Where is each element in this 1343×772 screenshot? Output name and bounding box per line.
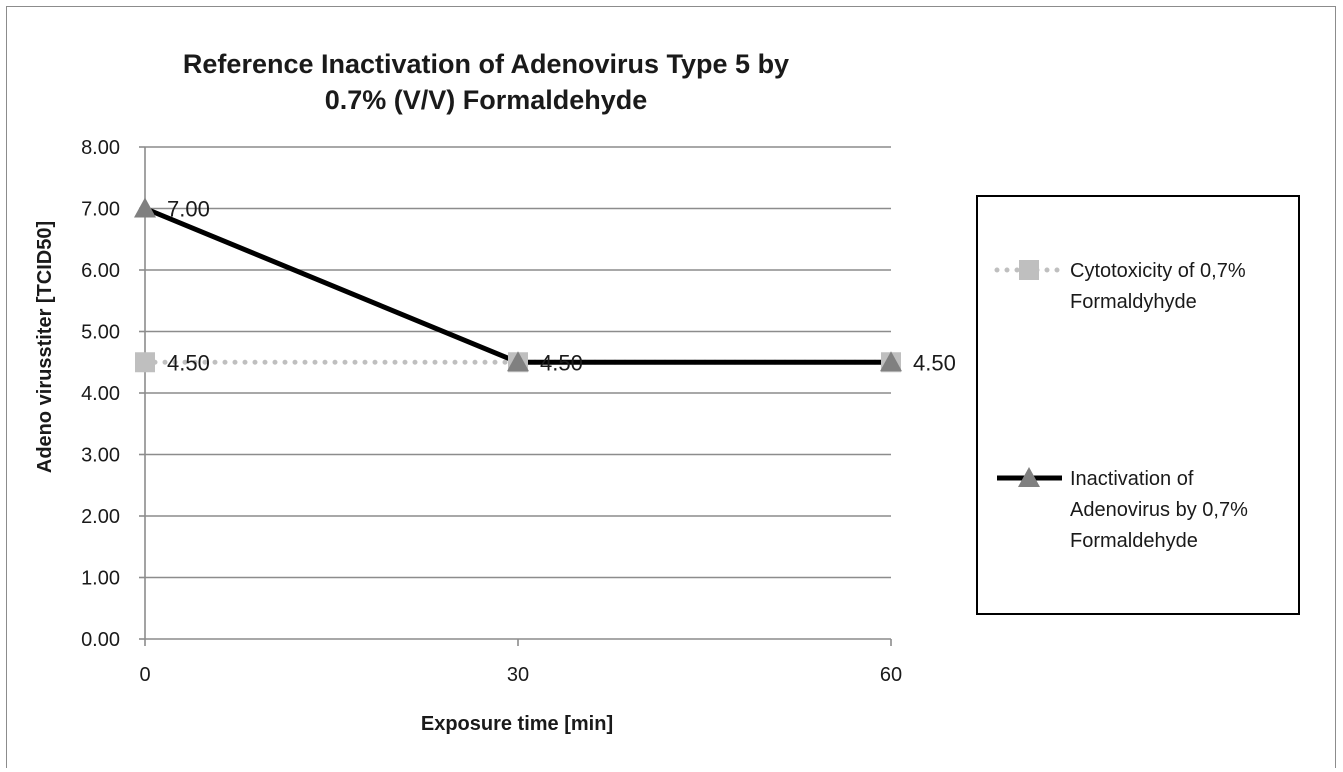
legend-swatch-marker-1	[1019, 260, 1039, 280]
legend-label-line: Formaldehyde	[1070, 530, 1198, 552]
x-axis-title: Exposure time [min]	[421, 713, 613, 735]
chart-title: Reference Inactivation of Adenovirus Typ…	[183, 49, 789, 115]
y-tick-label: 5.00	[81, 322, 120, 344]
series-1-data-label: 4.50	[167, 350, 210, 375]
legend-label-1: Cytotoxicity of 0,7% Formaldyhyde	[1070, 260, 1246, 313]
legend-label-line: Formaldyhyde	[1070, 291, 1197, 313]
y-tick-label: 7.00	[81, 199, 120, 221]
y-tick-label: 3.00	[81, 445, 120, 467]
series-2-data-label: 7.00	[167, 197, 210, 222]
y-tick-label: 1.00	[81, 568, 120, 590]
y-tick-label: 8.00	[81, 137, 120, 159]
series-2-point	[880, 351, 902, 372]
y-tick-label: 4.00	[81, 383, 120, 405]
x-tick-label: 60	[880, 664, 902, 686]
series-1-point	[135, 352, 155, 373]
chart-frame	[6, 6, 1336, 768]
legend-label-line: Adenovirus by 0,7%	[1070, 499, 1248, 521]
y-tick-label: 6.00	[81, 260, 120, 282]
legend-label-line: Cytotoxicity of 0,7%	[1070, 260, 1246, 282]
series-2-point	[507, 351, 529, 372]
x-tick-label: 0	[139, 664, 150, 686]
y-tick-label: 2.00	[81, 506, 120, 528]
series-2-data-label: 4.50	[913, 350, 956, 375]
chart-title-line: Reference Inactivation of Adenovirus Typ…	[183, 49, 789, 79]
legend-swatch-marker-2	[1018, 467, 1040, 487]
series-2-data-label: 4.50	[540, 350, 583, 375]
series-2-point	[134, 197, 156, 218]
y-tick-label: 0.00	[81, 629, 120, 651]
legend-label-line: Inactivation of	[1070, 468, 1194, 490]
y-axis-title: Adeno virusstiter [TCID50]	[34, 221, 56, 473]
chart-title-line: 0.7% (V/V) Formaldehyde	[325, 85, 648, 115]
legend-label-2: Inactivation of Adenovirus by 0,7% Formald…	[1070, 468, 1248, 552]
series-line-2	[144, 206, 891, 365]
x-tick-label: 30	[507, 664, 529, 686]
